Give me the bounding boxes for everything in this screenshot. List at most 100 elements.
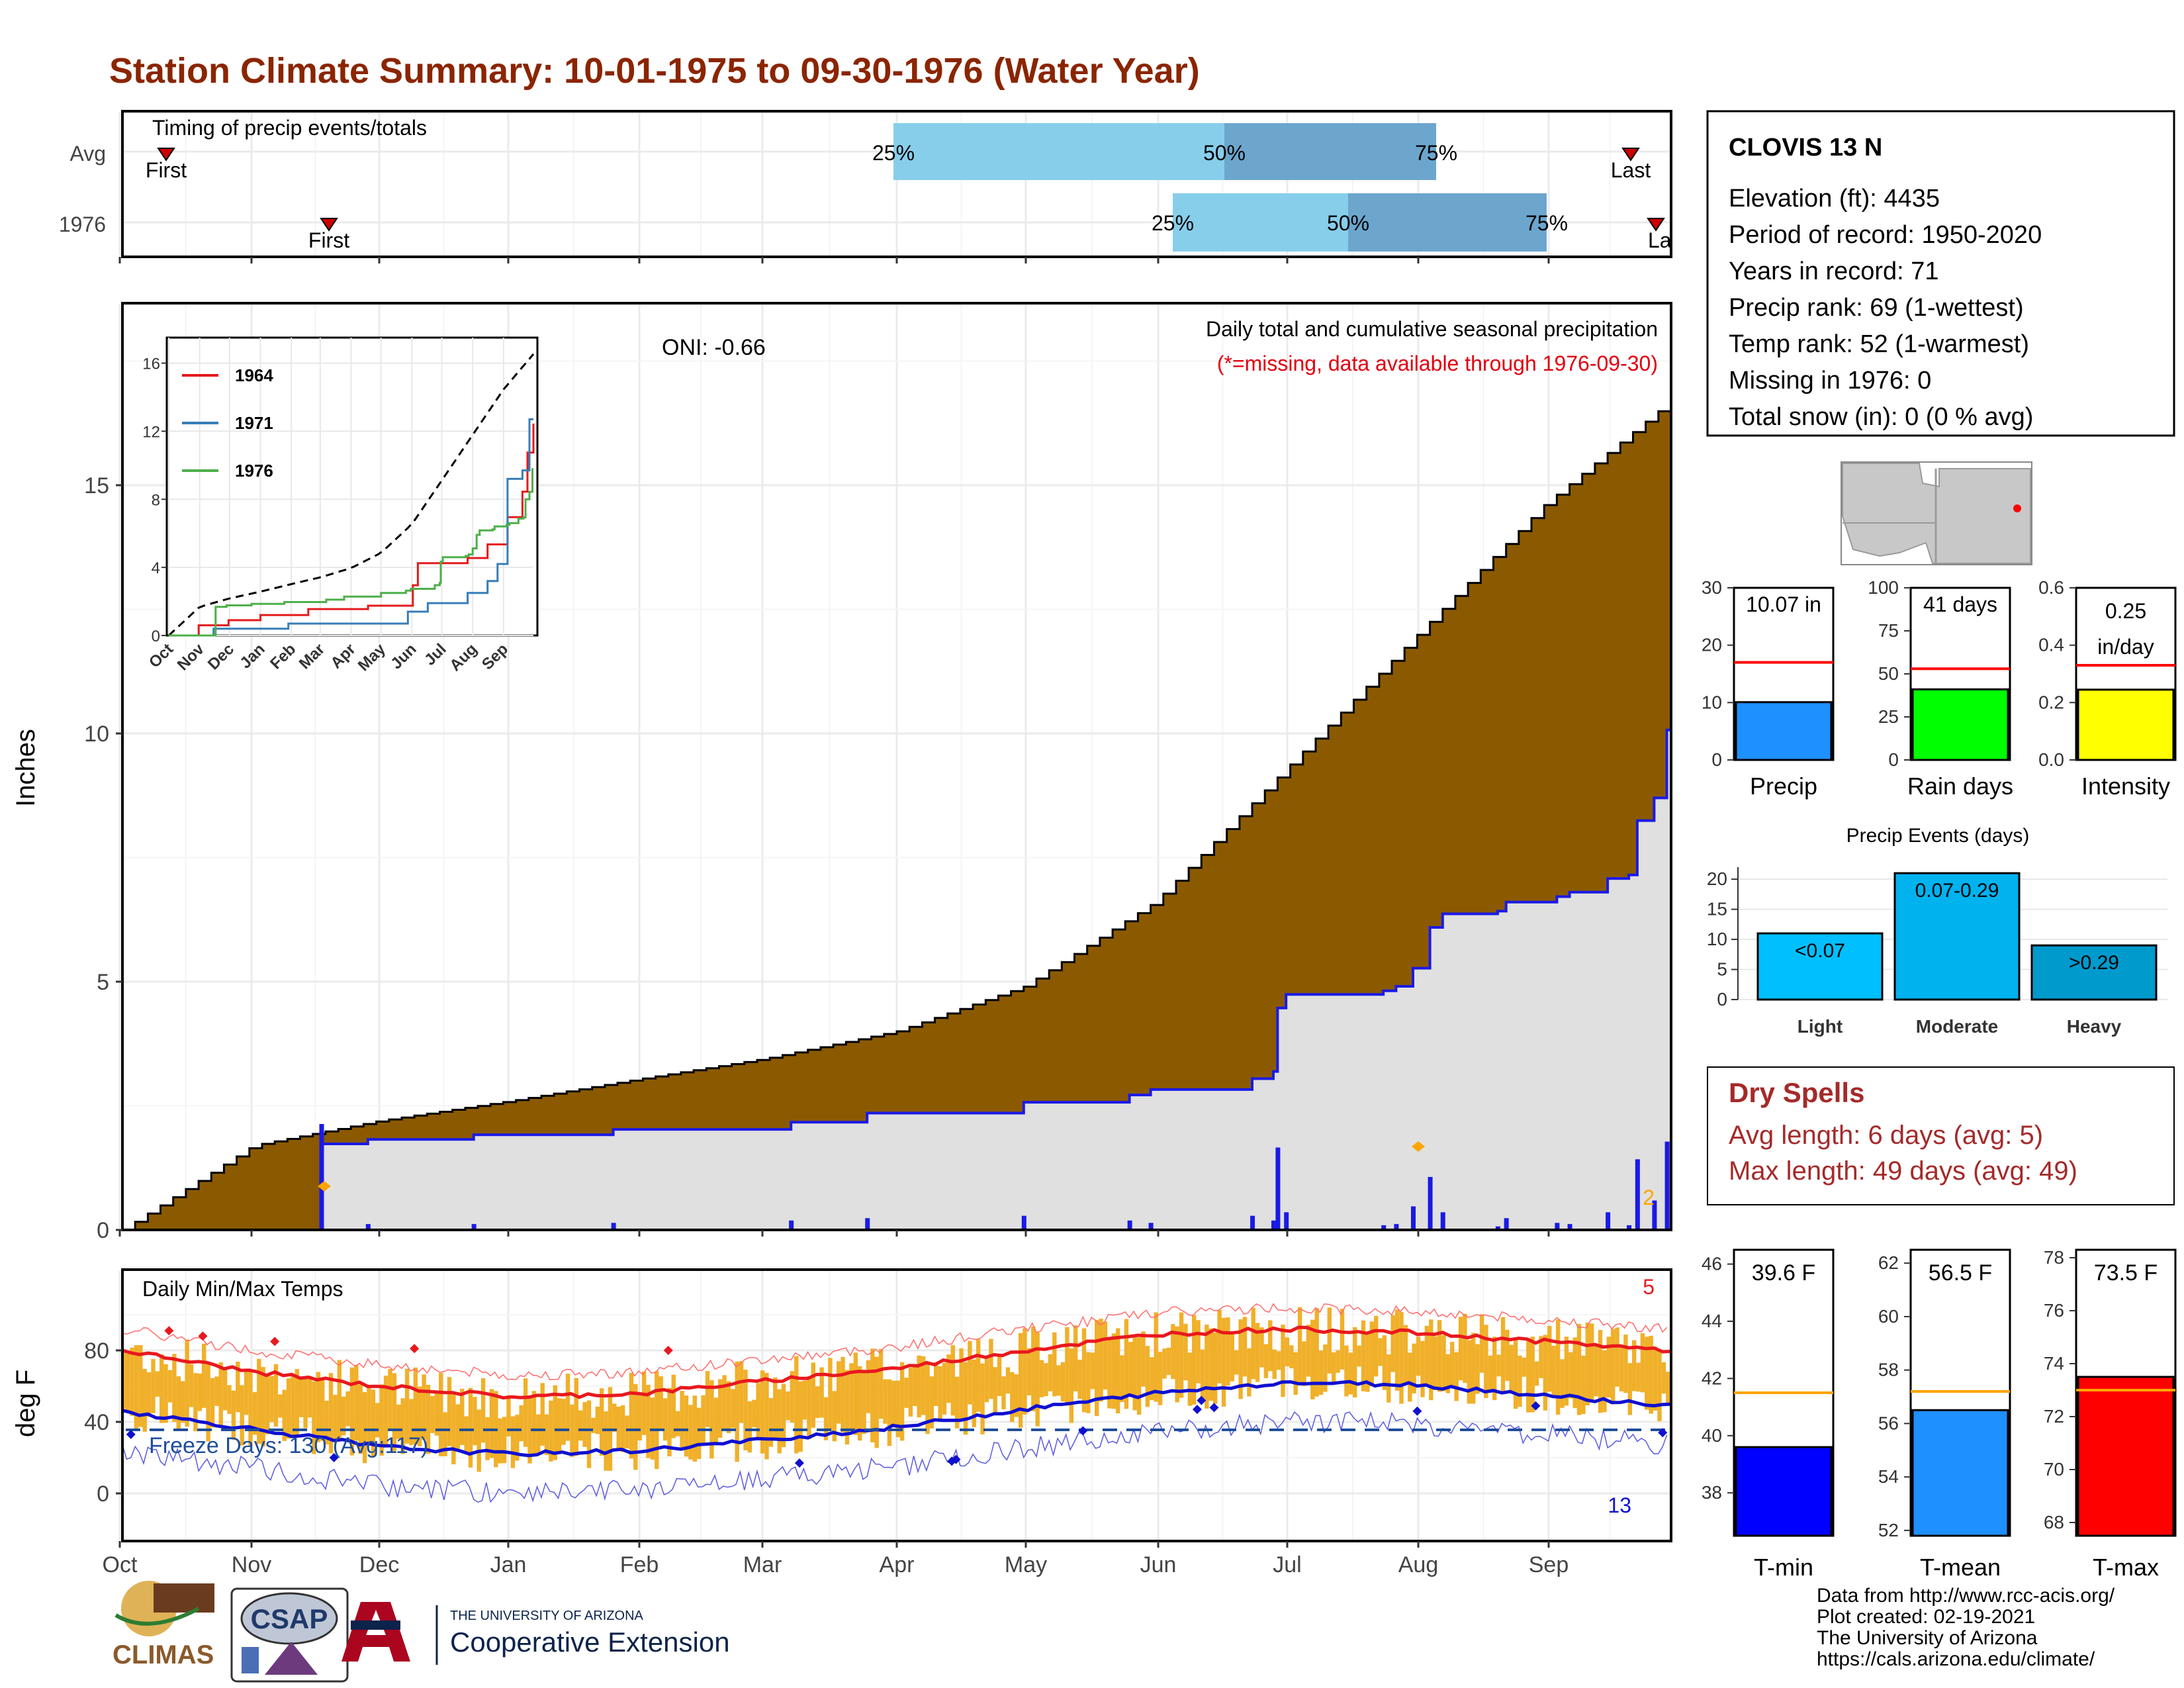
daily-temp-bar [480,1378,486,1443]
legend-entry: 1964 [235,365,273,385]
daily-temp-bar [1471,1333,1476,1404]
value-label: 73.5 F [2094,1260,2158,1286]
daily-temp-bar [485,1417,490,1460]
record-low-marker [126,1429,136,1439]
daily-temp-bar [1158,1352,1163,1405]
daily-temp-bar [1238,1319,1243,1399]
timing-avg-q50-75 [1224,123,1436,180]
daily-temp-bar [574,1378,578,1456]
daily-temp-bar [684,1395,689,1457]
daily-temp-bar [1306,1325,1311,1377]
event-category: Heavy [2067,1016,2122,1037]
daily-temp-bar [324,1401,329,1444]
daily-temp-bar [565,1374,570,1441]
q75-1976: 75% [1525,211,1568,235]
inset-avg-line [167,353,535,637]
daily-temp-bar [794,1356,799,1454]
q25-avg: 25% [872,141,915,165]
daily-temp-bar [443,1412,447,1456]
ytick: 100 [1868,577,1899,598]
daily-temp-bar [354,1365,359,1441]
daily-temp-bar [388,1368,392,1430]
daily-temp-bar [1408,1352,1412,1402]
daily-temp-bar [701,1395,705,1445]
ytick: 68 [2044,1512,2064,1532]
daily-precip-bar [1148,1223,1154,1230]
daily-temp-bar [883,1379,887,1424]
record-max-line [122,1303,1668,1381]
footer-line: Data from http://www.rcc-acis.org/ [1817,1585,2115,1607]
ytick: 0 [1888,749,1899,770]
ytick: 0.6 [2038,577,2064,598]
daily-temp-bar [1569,1352,1573,1399]
daily-temp-bar [976,1339,981,1412]
daily-temp-bar [1412,1343,1416,1393]
daily-precip-bar [1411,1206,1416,1230]
ytick: 42 [1702,1368,1722,1388]
daily-temp-bar [629,1372,634,1459]
daily-temp-bar [185,1339,189,1427]
daily-temp-bar [468,1387,473,1468]
daily-temp-bar [244,1368,249,1415]
daily-precip-bar [1250,1215,1255,1230]
daily-temp-bar [1522,1357,1527,1377]
daily-temp-bar [1221,1317,1226,1407]
value-label: 56.5 F [1929,1260,1992,1286]
record-low-marker [1209,1403,1219,1413]
daily-precip-bar [1428,1176,1433,1230]
daily-temp-bar [1060,1362,1066,1402]
daily-temp-bar [1441,1335,1446,1391]
precip-ylabel: Inches [11,729,40,807]
daily-temp-bar [625,1415,629,1449]
station-info-line: Precip rank: 69 (1-wettest) [1729,294,2024,322]
daily-precip-bar [1381,1225,1387,1230]
daily-precip-bar [611,1223,616,1230]
inset-line-1964 [169,423,535,637]
daily-temp-bar [460,1388,465,1445]
daily-temp-bar [1590,1323,1594,1400]
daily-temp-bar [400,1398,405,1454]
precip-ytick: 15 [84,473,109,498]
daily-temp-bar [286,1378,291,1439]
daily-temp-bar [870,1348,875,1442]
daily-temp-bar [227,1385,232,1415]
daily-temp-bar [1429,1319,1433,1401]
event-bar [1756,932,1884,1001]
ua-cooperative-text: Cooperative Extension [450,1626,730,1658]
record-low-marker [1197,1395,1206,1405]
ytick: 25 [1878,706,1899,727]
daily-temp-bar [362,1392,367,1464]
daily-precip-bar [319,1124,324,1230]
daily-temp-bar [434,1393,439,1436]
ytick: 52 [1878,1520,1899,1540]
daily-temp-bar [1213,1333,1218,1404]
temp-ytick: 80 [84,1338,109,1364]
station-info-line: Missing in 1976: 0 [1729,367,1931,395]
daily-temp-bar [337,1360,341,1440]
daily-temp-bar [1484,1325,1488,1398]
daily-temp-bar [781,1383,786,1448]
daily-temp-bar [832,1391,837,1442]
daily-temp-bar [1555,1319,1561,1415]
freeze-days: Freeze Days: 130 (Avg:117) [149,1433,428,1458]
daily-temp-bar [531,1391,537,1456]
daily-temp-bar [1513,1337,1518,1409]
record-min-line [122,1411,1668,1503]
daily-precip-bar [1394,1224,1399,1230]
station-box: CLOVIS 13 N Elevation (ft): 4435 Period o… [1706,110,2175,437]
record-high-count: 5 [1643,1275,1655,1299]
daily-temp-bar [549,1400,553,1462]
daily-temp-bar [722,1375,727,1429]
daily-temp-bar [1200,1349,1205,1402]
daily-temp-bar [151,1359,156,1413]
ytick: 50 [1878,663,1899,684]
oni-value: ONI: -0.66 [662,335,766,360]
inset-line-1971 [169,418,533,637]
temp-title: Daily Min/Max Temps [142,1277,343,1301]
daily-temp-bar [921,1356,926,1415]
daily-temp-bar [265,1374,270,1434]
daily-temp-bar [655,1371,659,1470]
value-bar [2077,688,2175,761]
avg-max-line [122,1325,1672,1400]
ytick: 54 [1878,1466,1899,1487]
